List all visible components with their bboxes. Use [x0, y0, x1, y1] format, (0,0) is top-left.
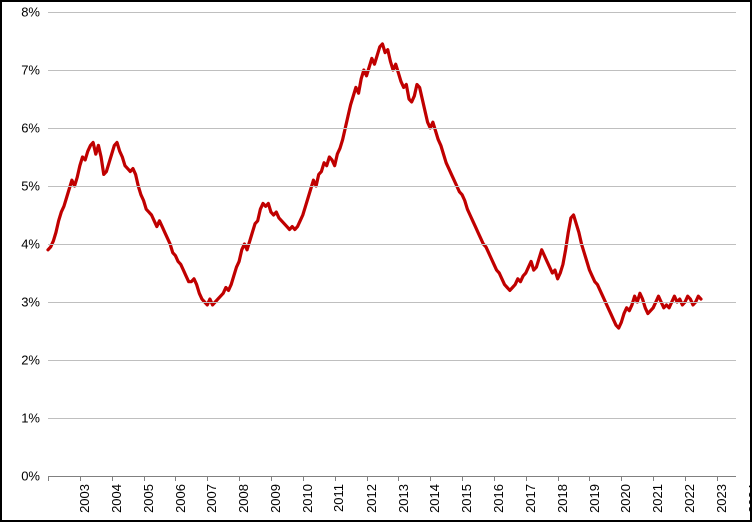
- x-tick-label: 2010: [300, 484, 315, 513]
- x-tick-label: 2014: [427, 484, 442, 513]
- gridline: [48, 70, 736, 71]
- x-tick-label: 2003: [77, 484, 92, 513]
- x-tick-label: 2018: [555, 484, 570, 513]
- x-tick-label: 2024: [746, 484, 752, 513]
- x-tick-mark: [80, 476, 81, 481]
- x-tick-label: 2019: [587, 484, 602, 513]
- x-tick-mark: [112, 476, 113, 481]
- x-tick-label: 2020: [618, 484, 633, 513]
- gridline: [48, 244, 736, 245]
- y-tick-label: 0%: [21, 469, 40, 484]
- x-tick-mark: [144, 476, 145, 481]
- x-tick-label: 2007: [204, 484, 219, 513]
- plot-area: 0%1%2%3%4%5%6%7%8%2003200420052006200720…: [48, 12, 736, 476]
- x-tick-mark: [367, 476, 368, 481]
- x-tick-mark: [526, 476, 527, 481]
- x-tick-label: 2015: [459, 484, 474, 513]
- y-tick-label: 1%: [21, 411, 40, 426]
- y-tick-label: 3%: [21, 295, 40, 310]
- y-tick-label: 8%: [21, 5, 40, 20]
- x-tick-mark: [685, 476, 686, 481]
- y-tick-label: 4%: [21, 237, 40, 252]
- x-tick-mark: [621, 476, 622, 481]
- x-tick-mark: [589, 476, 590, 481]
- x-tick-label: 2011: [331, 484, 346, 512]
- y-tick-label: 2%: [21, 353, 40, 368]
- x-tick-mark: [653, 476, 654, 481]
- x-tick-label: 2009: [268, 484, 283, 513]
- x-tick-mark: [303, 476, 304, 481]
- x-tick-mark: [462, 476, 463, 481]
- x-tick-mark: [335, 476, 336, 481]
- x-tick-label: 2017: [523, 484, 538, 513]
- x-tick-mark: [175, 476, 176, 481]
- x-tick-label: 2012: [364, 484, 379, 513]
- x-tick-label: 2006: [172, 484, 187, 513]
- x-tick-label: 2021: [650, 484, 665, 513]
- x-tick-label: 2013: [395, 484, 410, 513]
- gridline: [48, 186, 736, 187]
- y-tick-label: 7%: [21, 63, 40, 78]
- gridline: [48, 302, 736, 303]
- gridline: [48, 418, 736, 419]
- x-tick-label: 2005: [141, 484, 156, 513]
- x-tick-mark: [717, 476, 718, 481]
- x-tick-mark: [558, 476, 559, 481]
- y-tick-label: 6%: [21, 121, 40, 136]
- x-tick-label: 2022: [682, 484, 697, 513]
- x-tick-mark: [207, 476, 208, 481]
- x-tick-mark: [430, 476, 431, 481]
- x-tick-mark: [239, 476, 240, 481]
- x-tick-label: 2004: [109, 484, 124, 513]
- y-tick-label: 5%: [21, 179, 40, 194]
- gridline: [48, 128, 736, 129]
- x-tick-mark: [48, 476, 49, 481]
- x-tick-label: 2016: [491, 484, 506, 513]
- gridline: [48, 360, 736, 361]
- chart-frame: 0% 1% 2% 3% 4% 5% 6% 7% 8% 2003 2004 2005 2006 2007 20…: [0, 0, 752, 522]
- x-tick-mark: [398, 476, 399, 481]
- gridline: [48, 476, 736, 477]
- x-tick-label: 2023: [714, 484, 729, 513]
- x-tick-label: 2008: [236, 484, 251, 513]
- x-tick-mark: [494, 476, 495, 481]
- x-tick-mark: [271, 476, 272, 481]
- gridline: [48, 12, 736, 13]
